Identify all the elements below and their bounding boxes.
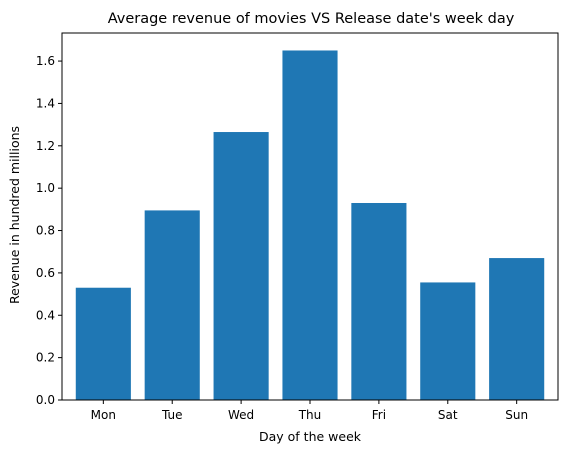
chart-title: Average revenue of movies VS Release dat…: [108, 11, 515, 27]
x-tick-label: Tue: [161, 408, 183, 422]
bar-tue: [144, 210, 200, 400]
y-axis-ticks: 0.0 0.2 0.4 0.6 0.8 1.0 1.2 1.4 1.6: [36, 54, 62, 407]
x-tick-label: Wed: [228, 408, 254, 422]
bar-sun: [489, 258, 545, 400]
y-tick-label: 0.8: [36, 224, 55, 238]
y-tick-label: 1.0: [36, 181, 55, 195]
y-tick-label: 1.2: [36, 139, 55, 153]
bars-group: [75, 50, 545, 401]
x-axis-ticks: Mon Tue Wed Thu Fri Sat Sun: [91, 400, 528, 422]
x-tick-label: Fri: [372, 408, 386, 422]
x-tick-label: Sat: [438, 408, 458, 422]
y-tick-label: 0.4: [36, 308, 55, 322]
y-axis-label: Revenue in hundred millions: [7, 126, 22, 304]
x-axis-label: Day of the week: [259, 429, 362, 444]
bar-wed: [213, 132, 269, 401]
x-tick-label: Mon: [91, 408, 116, 422]
y-tick-label: 0.6: [36, 266, 55, 280]
plot-frame: [61, 32, 559, 401]
bar-thu: [282, 50, 338, 400]
bar-fri: [351, 202, 407, 400]
x-tick-label: Sun: [505, 408, 528, 422]
bar-sat: [420, 282, 476, 400]
y-tick-label: 0.2: [36, 351, 55, 365]
x-tick-label: Thu: [298, 408, 322, 422]
y-tick-label: 1.6: [36, 54, 55, 68]
y-tick-label: 0.0: [36, 393, 55, 407]
bar-mon: [75, 287, 131, 400]
y-tick-label: 1.4: [36, 96, 55, 110]
